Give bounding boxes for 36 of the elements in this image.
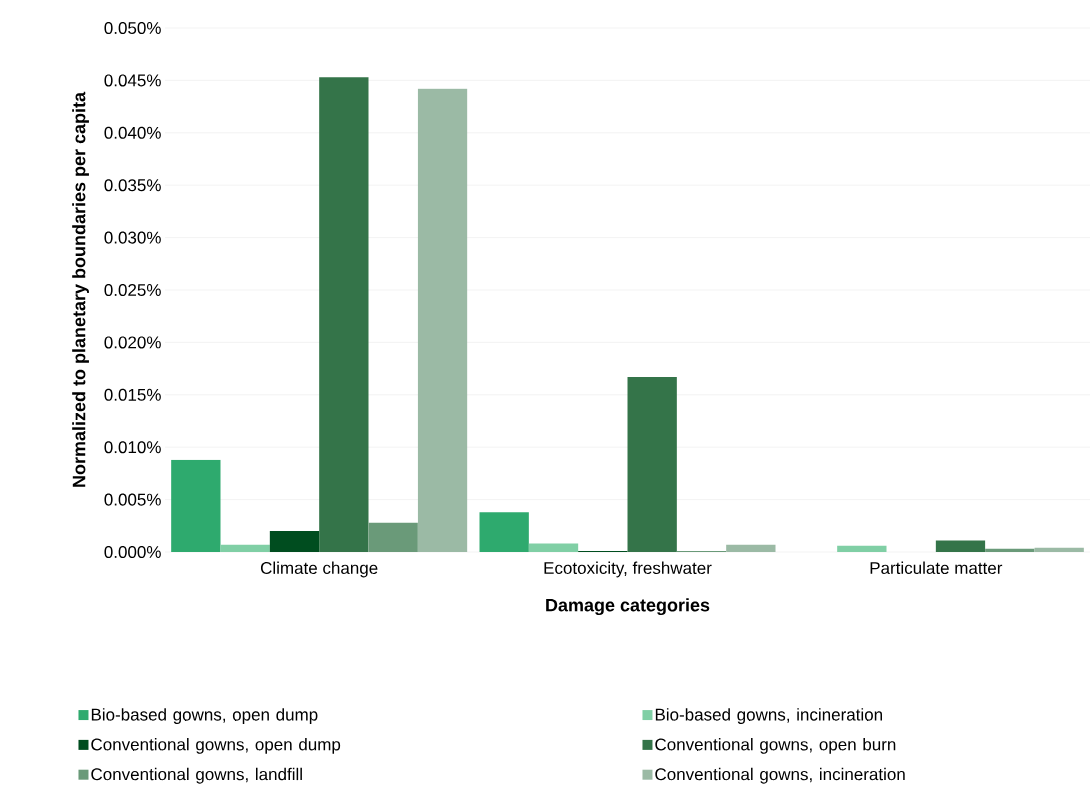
x-tick-label: Ecotoxicity, freshwater [544,561,712,578]
y-tick-label: 0.015% [104,388,161,401]
y-tick-label: 0.045% [104,74,161,87]
x-axis-title: Damage categories [546,598,710,616]
bar [368,522,418,552]
legend-label: Conventional gowns, open burn [655,737,896,754]
y-axis-title: Normalized to planetary boundaries per capita [72,91,89,487]
bar [269,531,320,552]
y-tick-label: 0.030% [104,231,161,244]
bar [479,512,529,552]
y-tick-label: 0.050% [104,21,161,35]
y-tick-label: 0.000% [104,545,161,559]
bar [935,540,986,552]
bar [837,545,887,552]
bar [1034,547,1084,552]
bar [319,77,369,552]
bar [627,376,677,552]
y-tick-label: 0.010% [104,441,161,454]
legend-label: Conventional gowns, incineration [655,767,905,784]
y-tick-label: 0.035% [104,179,161,192]
legend-label: Bio-based gowns, open dump [91,708,318,725]
bar [417,88,468,552]
bar [726,544,776,552]
x-tick-label: Climate change [260,561,378,578]
y-tick-label: 0.005% [104,493,161,506]
bar [985,548,1035,552]
y-tick-label: 0.040% [104,126,161,139]
y-tick-label: 0.020% [104,336,161,349]
bar [171,459,221,552]
legend-label: Conventional gowns, landfill [91,767,302,784]
bar [528,543,579,552]
bar [220,544,270,552]
x-tick-label: Particulate matter [870,561,1003,575]
y-tick-label: 0.025% [104,283,161,297]
legend-label: Conventional gowns, open dump [91,737,341,754]
legend-label: Bio-based gowns, incineration [655,708,882,725]
